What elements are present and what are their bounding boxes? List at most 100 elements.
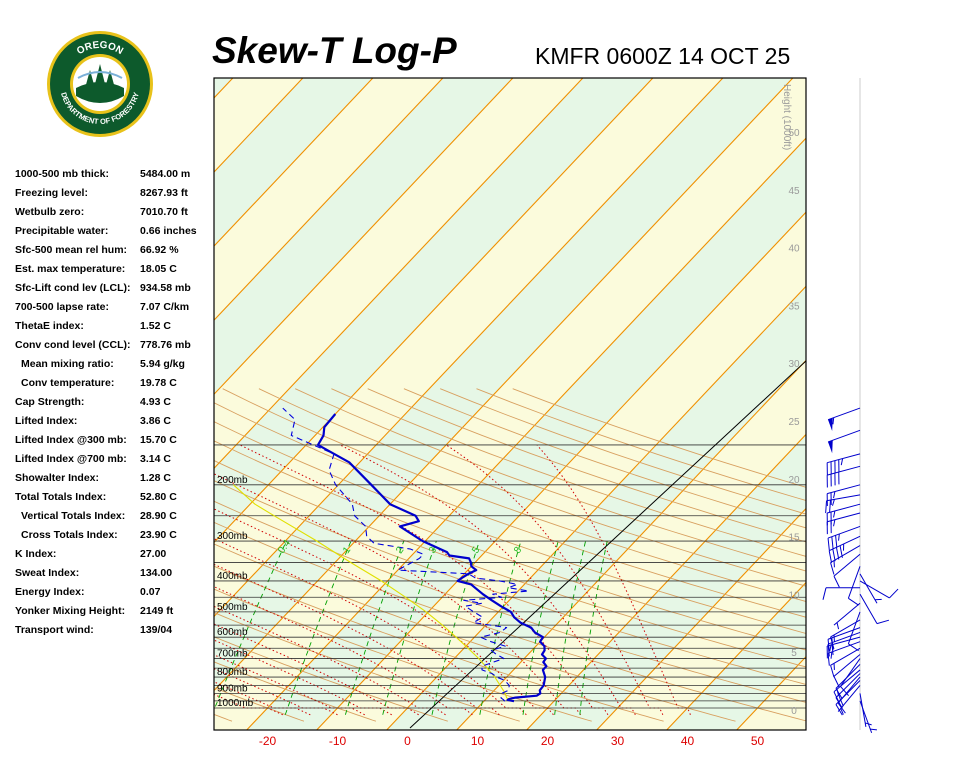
barb-feather [831, 637, 834, 651]
isotherm-line [214, 78, 724, 618]
barb-feather [831, 536, 834, 550]
index-value: 7010.70 ft [140, 206, 188, 218]
wind-barb [827, 525, 861, 551]
reference-line [409, 360, 806, 729]
barb-staff [830, 545, 861, 564]
index-label: Conv cond level (CCL): [15, 339, 131, 351]
barb-feather [835, 697, 843, 709]
pressure-label: 400mb [217, 571, 248, 582]
barb-feather [832, 499, 835, 506]
isotherm-line [386, 285, 806, 730]
barb-feather [827, 538, 830, 551]
x-tick-label: 20 [541, 734, 555, 748]
x-tick-label: -20 [259, 734, 277, 748]
index-row: Mean mixing ratio: 5.94 g/kg [15, 358, 215, 377]
index-value: 1.28 C [140, 472, 171, 484]
isotherm-line [214, 78, 654, 544]
moist-adiabat-line [214, 605, 446, 716]
barb-staff [859, 573, 878, 604]
index-label: Mean mixing ratio: [21, 358, 114, 370]
logo-tree-icon [93, 64, 107, 92]
barb-feather [830, 651, 833, 659]
parcel-trace [233, 484, 515, 702]
index-value: 18.05 C [140, 263, 177, 275]
mixing-ratio-label: 3 [427, 545, 439, 556]
barb-staff [830, 647, 861, 666]
isotherm-line [246, 137, 806, 730]
index-row: Showalter Index: 1.28 C [15, 472, 215, 491]
dry-adiabat-line [403, 388, 806, 529]
pressure-label: 800mb [217, 667, 248, 678]
index-value: 19.78 C [140, 377, 177, 389]
isotherm-line [214, 78, 584, 470]
logo-top-text: OREGON [75, 40, 125, 57]
x-tick-label: -10 [329, 734, 347, 748]
x-tick-label: 40 [681, 734, 695, 748]
index-label: Lifted Index: [15, 415, 78, 427]
moist-adiabat-line [214, 586, 473, 716]
mixing-ratio-line [284, 540, 352, 715]
barb-feather [848, 597, 859, 606]
mixing-ratio-line [382, 540, 437, 715]
chart-title: Skew-T Log-P [212, 30, 457, 71]
index-value: 934.58 mb [140, 282, 191, 294]
pressure-label: 300mb [217, 531, 248, 542]
height-label: 30 [788, 359, 800, 370]
height-label: 45 [788, 186, 800, 197]
mixing-ratio-line [579, 540, 608, 715]
moist-adiabat-line [214, 538, 527, 716]
isotherm-line [214, 78, 794, 692]
index-value: 778.76 mb [140, 339, 191, 351]
moist-adiabat-line [214, 473, 582, 716]
wind-barb [825, 494, 861, 514]
height-axis-title: Height (1000ft) [781, 84, 792, 150]
index-row: Wetbulb zero: 7010.70 ft [15, 206, 215, 225]
dry-adiabat-line [295, 388, 806, 572]
wind-barb [827, 429, 861, 454]
barb-staff [826, 494, 861, 502]
wind-barb [840, 658, 861, 697]
index-row: Conv temperature: 19.78 C [15, 377, 215, 396]
barb-staff [827, 627, 861, 640]
mixing-ratio-line [431, 540, 480, 715]
index-label: Transport wind: [15, 624, 94, 636]
wind-barb [830, 647, 861, 678]
index-label: Showalter Index: [15, 472, 100, 484]
barb-staff [833, 669, 861, 693]
index-row: Sfc-Lift cond lev (LCL): 934.58 mb [15, 282, 215, 301]
barb-feather [835, 547, 840, 560]
dry-adiabat-line [258, 388, 806, 587]
index-row: Total Totals Index: 52.80 C [15, 491, 215, 510]
isotherm-line [316, 211, 806, 730]
index-label: Precipitable water: [15, 225, 109, 237]
index-value: 52.80 C [140, 491, 177, 503]
index-label: Cap Strength: [15, 396, 85, 408]
index-label: K Index: [15, 548, 57, 560]
index-row: Cross Totals Index: 23.90 C [15, 529, 215, 548]
index-row: Yonker Mixing Height: 2149 ft [15, 605, 215, 624]
wind-barb [833, 553, 861, 588]
index-row: Lifted Index @700 mb: 3.14 C [15, 453, 215, 472]
index-row: 1000-500 mb thick: 5484.00 m [15, 168, 215, 187]
barb-staff [827, 453, 861, 464]
moist-adiabat-line [445, 444, 664, 715]
barb-staff [835, 673, 861, 698]
isotherm-line [596, 507, 806, 730]
barb-staff [827, 636, 861, 647]
barb-feather [833, 575, 840, 588]
chart-background [214, 78, 806, 730]
barb-feather [827, 653, 830, 666]
wind-barb [827, 641, 861, 666]
isotherm-line [807, 78, 960, 730]
wind-barb [859, 700, 877, 734]
index-label: 700-500 lapse rate: [15, 301, 109, 313]
svg-text:OREGON: OREGON [75, 40, 125, 57]
index-value: 3.14 C [140, 453, 171, 465]
wind-barb [859, 593, 890, 625]
pressure-label: 200mb [217, 475, 248, 486]
mixing-ratio-line [522, 540, 559, 715]
wind-barb [826, 512, 861, 535]
wind-barb [826, 636, 861, 659]
index-value: 27.00 [140, 548, 167, 560]
